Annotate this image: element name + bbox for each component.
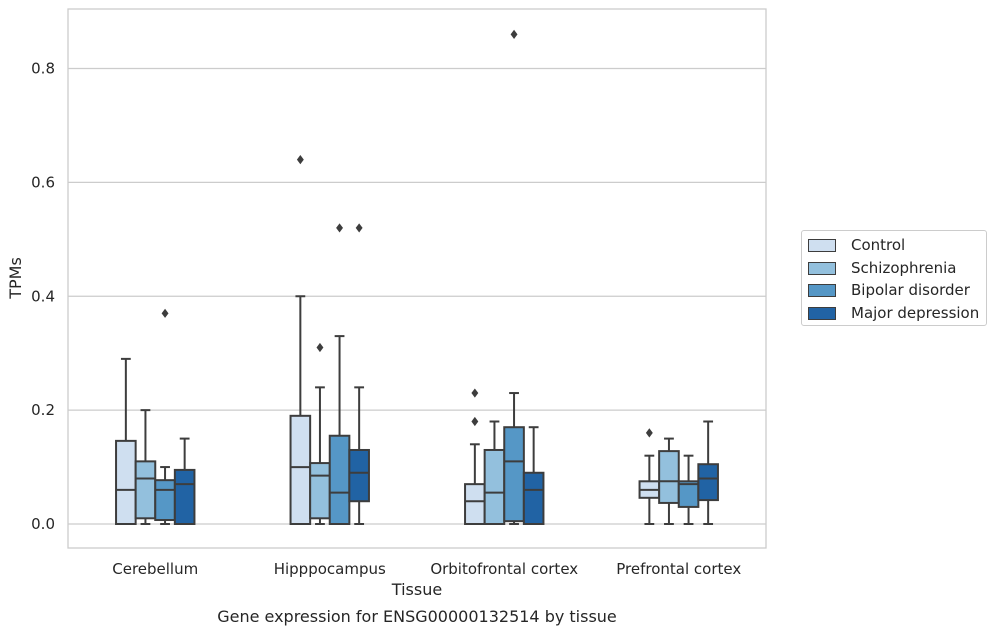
outlier-point: [471, 416, 479, 427]
box-body: [134, 460, 157, 520]
plot-frame: [67, 8, 767, 549]
box-group: [328, 223, 351, 526]
outlier-point: [471, 388, 479, 398]
legend-item-control: Control: [808, 235, 905, 255]
box-group: [173, 437, 196, 525]
box-group: [115, 357, 137, 525]
legend-swatch-schizophrenia: [808, 261, 836, 275]
outlier-point: [645, 428, 653, 438]
box-body: [483, 448, 506, 526]
box-group: [638, 428, 661, 525]
box-group: [677, 454, 700, 525]
legend-swatch-control: [808, 238, 836, 252]
box-group: [483, 420, 506, 526]
x-tick-label: Prefrontal cortex: [616, 560, 741, 578]
box-body: [115, 439, 137, 525]
y-tick-label: 0.6: [31, 173, 55, 191]
box-group: [464, 388, 486, 525]
y-tick-label: 0.4: [31, 287, 55, 305]
x-tick-label: Orbitofrontal cortex: [430, 560, 578, 578]
box-body: [309, 462, 331, 520]
x-tick-labels: Cerebellum Hipppocampus Orbitofrontal cort…: [112, 560, 741, 578]
legend-label-schizophrenia: Schizophrenia: [851, 259, 957, 277]
box-body: [464, 483, 486, 525]
chart-caption: Gene expression for ENSG00000132514 by t…: [217, 607, 617, 626]
outlier-point: [161, 308, 169, 318]
legend-label-control: Control: [851, 236, 906, 254]
y-axis-label: TPMs: [6, 257, 25, 300]
y-tick-label: 0.0: [31, 515, 55, 533]
box-body: [154, 479, 176, 522]
y-tick-labels: 0.0 0.2 0.4 0.6 0.8: [31, 60, 55, 534]
outlier-point: [316, 342, 324, 353]
box-group: [697, 420, 719, 525]
legend-label-major-depression: Major depression: [851, 304, 980, 322]
y-tick-label: 0.8: [31, 60, 55, 78]
box-body: [658, 450, 680, 504]
box-group: [522, 426, 545, 526]
legend-swatch-major-depression: [808, 306, 836, 320]
box-body: [503, 426, 525, 523]
y-tick-label: 0.2: [31, 401, 55, 419]
box-group: [134, 409, 157, 525]
x-axis-label: Tissue: [391, 580, 442, 599]
box-group: [289, 155, 312, 526]
boxes-layer: [115, 29, 719, 526]
box-body: [289, 414, 312, 526]
box-body: [522, 471, 545, 526]
legend-item-major-depression: Major depression: [808, 303, 979, 323]
box-group: [309, 342, 331, 525]
box-body: [173, 468, 196, 525]
legend-swatch-bipolar-disorder: [808, 283, 836, 297]
box-body: [348, 448, 370, 503]
legend: Control Schizophrenia Bipolar disorder M…: [801, 230, 987, 326]
box-group: [503, 29, 525, 525]
box-body: [697, 463, 719, 502]
box-group: [348, 223, 370, 525]
outlier-point: [355, 223, 363, 233]
outlier-point: [510, 29, 518, 39]
box-group: [658, 437, 680, 525]
outlier-point: [336, 223, 343, 233]
outlier-point: [296, 155, 304, 165]
legend-label-bipolar-disorder: Bipolar disorder: [851, 281, 970, 299]
box-group: [154, 308, 176, 525]
box-body: [328, 434, 351, 526]
legend-item-schizophrenia: Schizophrenia: [808, 258, 956, 278]
x-tick-label: Hipppocampus: [274, 560, 386, 578]
x-tick-label: Cerebellum: [112, 560, 198, 578]
legend-item-bipolar-disorder: Bipolar disorder: [808, 280, 970, 300]
